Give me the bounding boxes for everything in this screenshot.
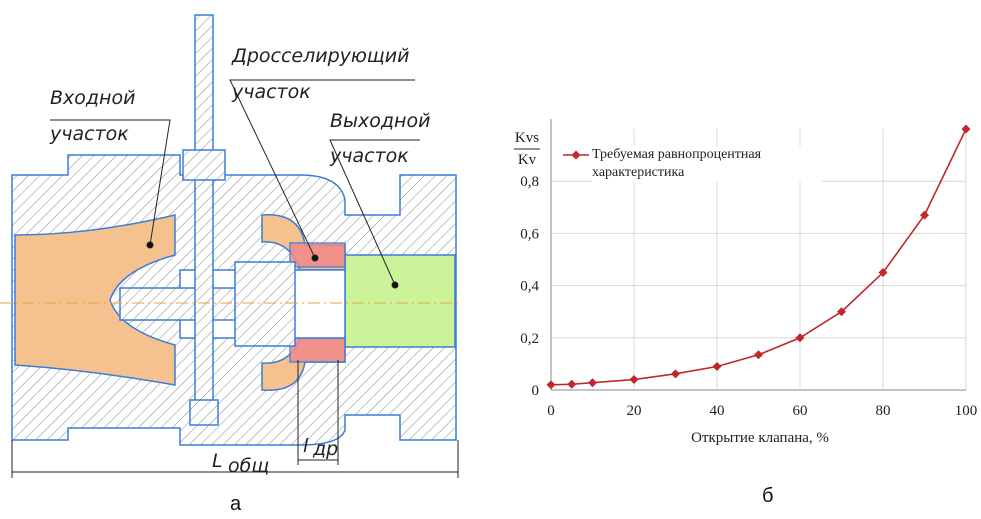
x-tick-label: 100 <box>955 403 978 419</box>
label: Выходной <box>330 110 430 132</box>
legend-marker <box>572 151 581 160</box>
label: участок <box>231 81 311 103</box>
point <box>547 380 556 389</box>
label: участок <box>329 145 409 167</box>
x-tick-label: 60 <box>793 403 808 419</box>
label: l <box>303 435 309 457</box>
x-tick-label: 80 <box>876 403 891 419</box>
y-tick-label: 0,6 <box>520 226 539 242</box>
canvas: Входной участок Дросселирующий участок В… <box>0 0 981 519</box>
legend-text: Требуемая равнопроцентная характеристика <box>592 146 822 182</box>
point <box>962 125 971 134</box>
caption: а <box>230 493 242 515</box>
label: общ <box>228 455 269 477</box>
y-label: Kv <box>518 152 537 168</box>
label: L <box>212 450 223 472</box>
point <box>671 369 680 378</box>
x-tick-label: 40 <box>710 403 725 419</box>
y-tick-label: 0 <box>532 383 540 399</box>
label: Дросселирующий <box>231 45 410 67</box>
figure: Входной участок Дросселирующий участок В… <box>0 0 981 519</box>
label: Входной <box>50 87 135 109</box>
x-tick-label: 0 <box>547 403 555 419</box>
point <box>588 378 597 387</box>
label: др <box>312 438 338 460</box>
y-tick-label: 0,8 <box>520 174 539 190</box>
x-label: Открытие клапана, % <box>691 430 829 446</box>
caption: б <box>762 485 773 507</box>
point <box>796 333 805 342</box>
label: участок <box>49 123 129 145</box>
point <box>630 375 639 384</box>
y-tick-label: 0,4 <box>520 279 539 295</box>
x-tick-label: 20 <box>627 403 642 419</box>
point <box>754 350 763 359</box>
point <box>713 362 722 371</box>
y-label: Kvs <box>515 130 539 146</box>
y-tick-label: 0,2 <box>520 331 539 347</box>
point <box>567 380 576 389</box>
